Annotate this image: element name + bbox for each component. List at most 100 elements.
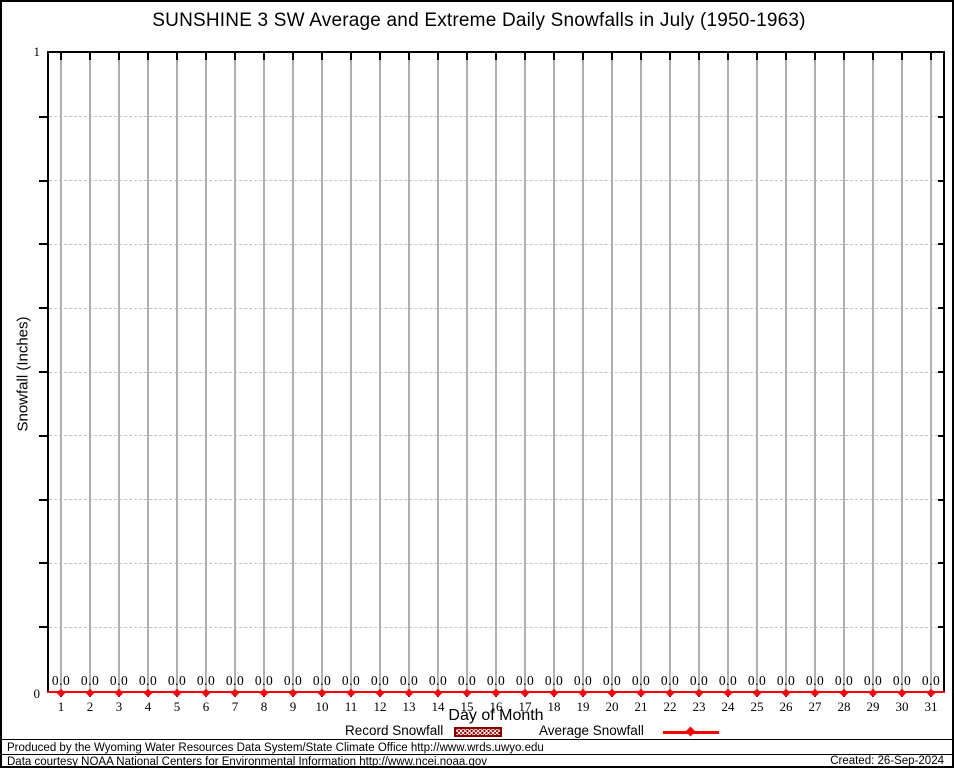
x-tick-top — [263, 53, 265, 60]
x-tick-top — [785, 53, 787, 60]
x-tick-top — [205, 53, 207, 60]
value-label: 0.0 — [486, 673, 506, 688]
x-tick-label: 14 — [431, 699, 445, 714]
x-tick-top — [524, 53, 526, 60]
x-gridline — [698, 53, 700, 691]
x-tick-top — [437, 53, 439, 60]
average-snowfall-point-icon — [685, 726, 696, 737]
x-gridline — [640, 53, 642, 691]
x-tick-top — [727, 53, 729, 60]
value-label: 0.0 — [138, 673, 158, 688]
value-label: 0.0 — [341, 673, 361, 688]
x-tick-top — [176, 53, 178, 60]
y-tick-left — [39, 371, 47, 373]
x-tick-label: 28 — [837, 699, 851, 714]
x-tick-label: 10 — [315, 699, 329, 714]
value-label: 0.0 — [747, 673, 767, 688]
x-tick-top — [640, 53, 642, 60]
x-tick-label: 13 — [402, 699, 416, 714]
y-tick-right — [938, 307, 943, 310]
x-gridline — [118, 53, 120, 691]
x-tick-top — [118, 53, 120, 60]
x-tick-label: 17 — [518, 699, 532, 714]
value-label: 0.0 — [573, 673, 593, 688]
x-gridline — [524, 53, 526, 691]
x-gridline — [553, 53, 555, 691]
x-gridline — [611, 53, 613, 691]
x-gridline — [843, 53, 845, 691]
x-tick-top — [379, 53, 381, 60]
value-label: 0.0 — [544, 673, 564, 688]
y-tick-left — [39, 562, 47, 565]
x-tick-label: 11 — [344, 699, 358, 714]
value-label: 0.0 — [312, 673, 332, 688]
value-label: 0.0 — [602, 673, 622, 688]
value-label: 0.0 — [689, 673, 709, 688]
value-label: 0.0 — [283, 673, 303, 688]
x-tick-label: 31 — [924, 699, 938, 714]
value-label: 0.0 — [370, 673, 390, 688]
x-tick-label: 9 — [289, 699, 297, 714]
y-tick-left — [39, 179, 47, 182]
x-tick-top — [756, 53, 758, 60]
legend-label-average-snowfall: Average Snowfall — [539, 723, 644, 738]
x-gridline — [495, 53, 497, 691]
x-axis-title: Day of Month — [448, 707, 544, 724]
value-label: 0.0 — [515, 673, 535, 688]
value-label: 0.0 — [196, 673, 216, 688]
footer-divider-middle — [2, 754, 952, 755]
x-gridline — [872, 53, 874, 691]
x-tick-label: 6 — [202, 699, 210, 714]
x-tick-top — [495, 53, 497, 60]
x-tick-label: 5 — [173, 699, 181, 714]
y-tick-right — [938, 498, 943, 501]
x-gridline — [814, 53, 816, 691]
x-gridline — [60, 53, 62, 691]
y-axis-min-label: 0 — [33, 686, 41, 701]
x-gridline — [379, 53, 381, 691]
footer-divider-top — [2, 739, 952, 740]
x-tick-top — [147, 53, 149, 60]
plot-area: 0.0 1 0.0 2 0.0 3 0.0 4 0.0 5 0.0 6 0.0 7 0.0 8 0.0 9 0.0 1… — [39, 51, 945, 713]
y-tick-left — [39, 434, 47, 437]
x-tick-top — [698, 53, 700, 60]
x-tick-top — [901, 53, 903, 60]
x-tick-label: 19 — [576, 699, 590, 714]
value-label: 0.0 — [399, 673, 419, 688]
value-label: 0.0 — [51, 673, 71, 688]
x-tick-top — [843, 53, 845, 60]
footer-produced-by: Produced by the Wyoming Water Resources … — [7, 742, 544, 754]
x-gridline — [669, 53, 671, 691]
x-tick-label: 23 — [692, 699, 706, 714]
value-label: 0.0 — [631, 673, 651, 688]
x-tick-top — [60, 53, 62, 60]
x-gridline — [901, 53, 903, 691]
x-tick-label: 22 — [663, 699, 677, 714]
value-label: 0.0 — [718, 673, 738, 688]
x-gridline — [263, 53, 265, 691]
x-tick-label: 12 — [373, 699, 387, 714]
x-gridline — [176, 53, 178, 691]
x-tick-top — [611, 53, 613, 60]
x-tick-top — [89, 53, 91, 60]
y-tick-left — [39, 115, 47, 118]
value-label: 0.0 — [457, 673, 477, 688]
y-tick-right — [938, 115, 943, 118]
x-tick-top — [321, 53, 323, 60]
x-tick-label: 25 — [750, 699, 764, 714]
y-tick-right — [938, 243, 943, 246]
x-gridline — [350, 53, 352, 691]
x-gridline — [437, 53, 439, 691]
y-tick-left — [39, 307, 47, 310]
value-label: 0.0 — [80, 673, 100, 688]
x-tick-top — [814, 53, 816, 60]
y-axis-title: Snowfall (Inches) — [14, 316, 32, 432]
x-gridline — [147, 53, 149, 691]
x-tick-label: 2 — [86, 699, 94, 714]
x-tick-label: 21 — [634, 699, 648, 714]
x-tick-top — [872, 53, 874, 60]
y-tick-left — [39, 498, 47, 501]
x-tick-top — [930, 53, 932, 60]
x-gridline — [408, 53, 410, 691]
